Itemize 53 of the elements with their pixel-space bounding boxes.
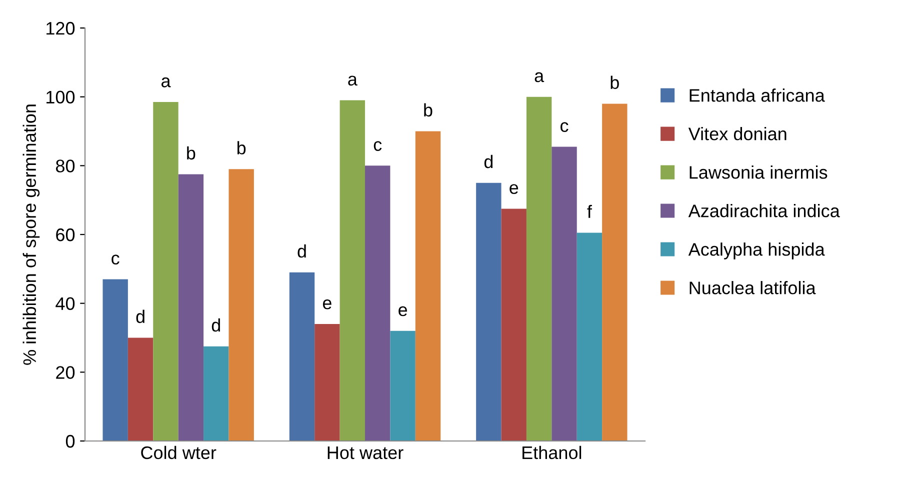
- data-label: b: [610, 76, 619, 90]
- data-label: a: [161, 77, 171, 88]
- y-tick-label: 20: [56, 366, 75, 379]
- data-label: d: [484, 154, 493, 168]
- bar: [476, 182, 502, 441]
- x-tick-label: Cold wter: [141, 446, 216, 460]
- bar: [390, 330, 416, 441]
- bar: [102, 279, 128, 441]
- y-tick-label: 100: [46, 90, 75, 104]
- y-tick-label: 0: [66, 434, 75, 448]
- y-tick-label: 40: [56, 297, 75, 310]
- y-tick-label: 120: [46, 22, 75, 35]
- y-tick-label: 60: [56, 228, 75, 242]
- data-label: c: [112, 254, 120, 265]
- x-tick-label: Ethanol: [522, 446, 582, 460]
- bar: [602, 104, 628, 441]
- data-label: d: [212, 318, 220, 332]
- legend-label: Lawsonia inermis: [690, 166, 828, 179]
- bar: [365, 166, 390, 441]
- bar: [552, 146, 577, 441]
- bar: [153, 102, 178, 441]
- data-label: f: [587, 204, 592, 218]
- bar: [178, 174, 204, 441]
- bar: [576, 232, 602, 441]
- bar: [501, 208, 526, 441]
- legend-label: Nuaclea latifolia: [690, 281, 816, 294]
- data-label: d: [298, 244, 306, 258]
- data-label: e: [398, 306, 408, 316]
- bar: [289, 272, 315, 441]
- bar: [340, 100, 365, 441]
- bar: [526, 96, 552, 441]
- data-label: b: [237, 141, 246, 154]
- legend-label: Entanda africana: [690, 88, 825, 102]
- legend-label: Acalypha hispida: [688, 242, 825, 260]
- x-tick-label: Hot water: [328, 446, 404, 460]
- data-label: d: [136, 310, 144, 324]
- data-label: a: [348, 76, 358, 86]
- bar: [204, 346, 229, 441]
- bar: [128, 338, 154, 441]
- data-label: e: [510, 184, 518, 194]
- data-label: c: [560, 122, 568, 132]
- data-label: b: [424, 103, 432, 117]
- y-axis-title: % inhibition of spore germination: [22, 104, 40, 365]
- legend-label: Vitex donian: [688, 127, 786, 140]
- data-label: a: [534, 72, 544, 82]
- bar: [228, 169, 254, 441]
- y-tick-label: 80: [56, 160, 75, 172]
- data-label: c: [374, 141, 382, 151]
- legend-label: Azadirachita indica: [688, 204, 840, 218]
- bar: [415, 131, 441, 441]
- data-label: b: [187, 146, 196, 160]
- data-label: e: [322, 299, 332, 310]
- bar: [314, 324, 340, 441]
